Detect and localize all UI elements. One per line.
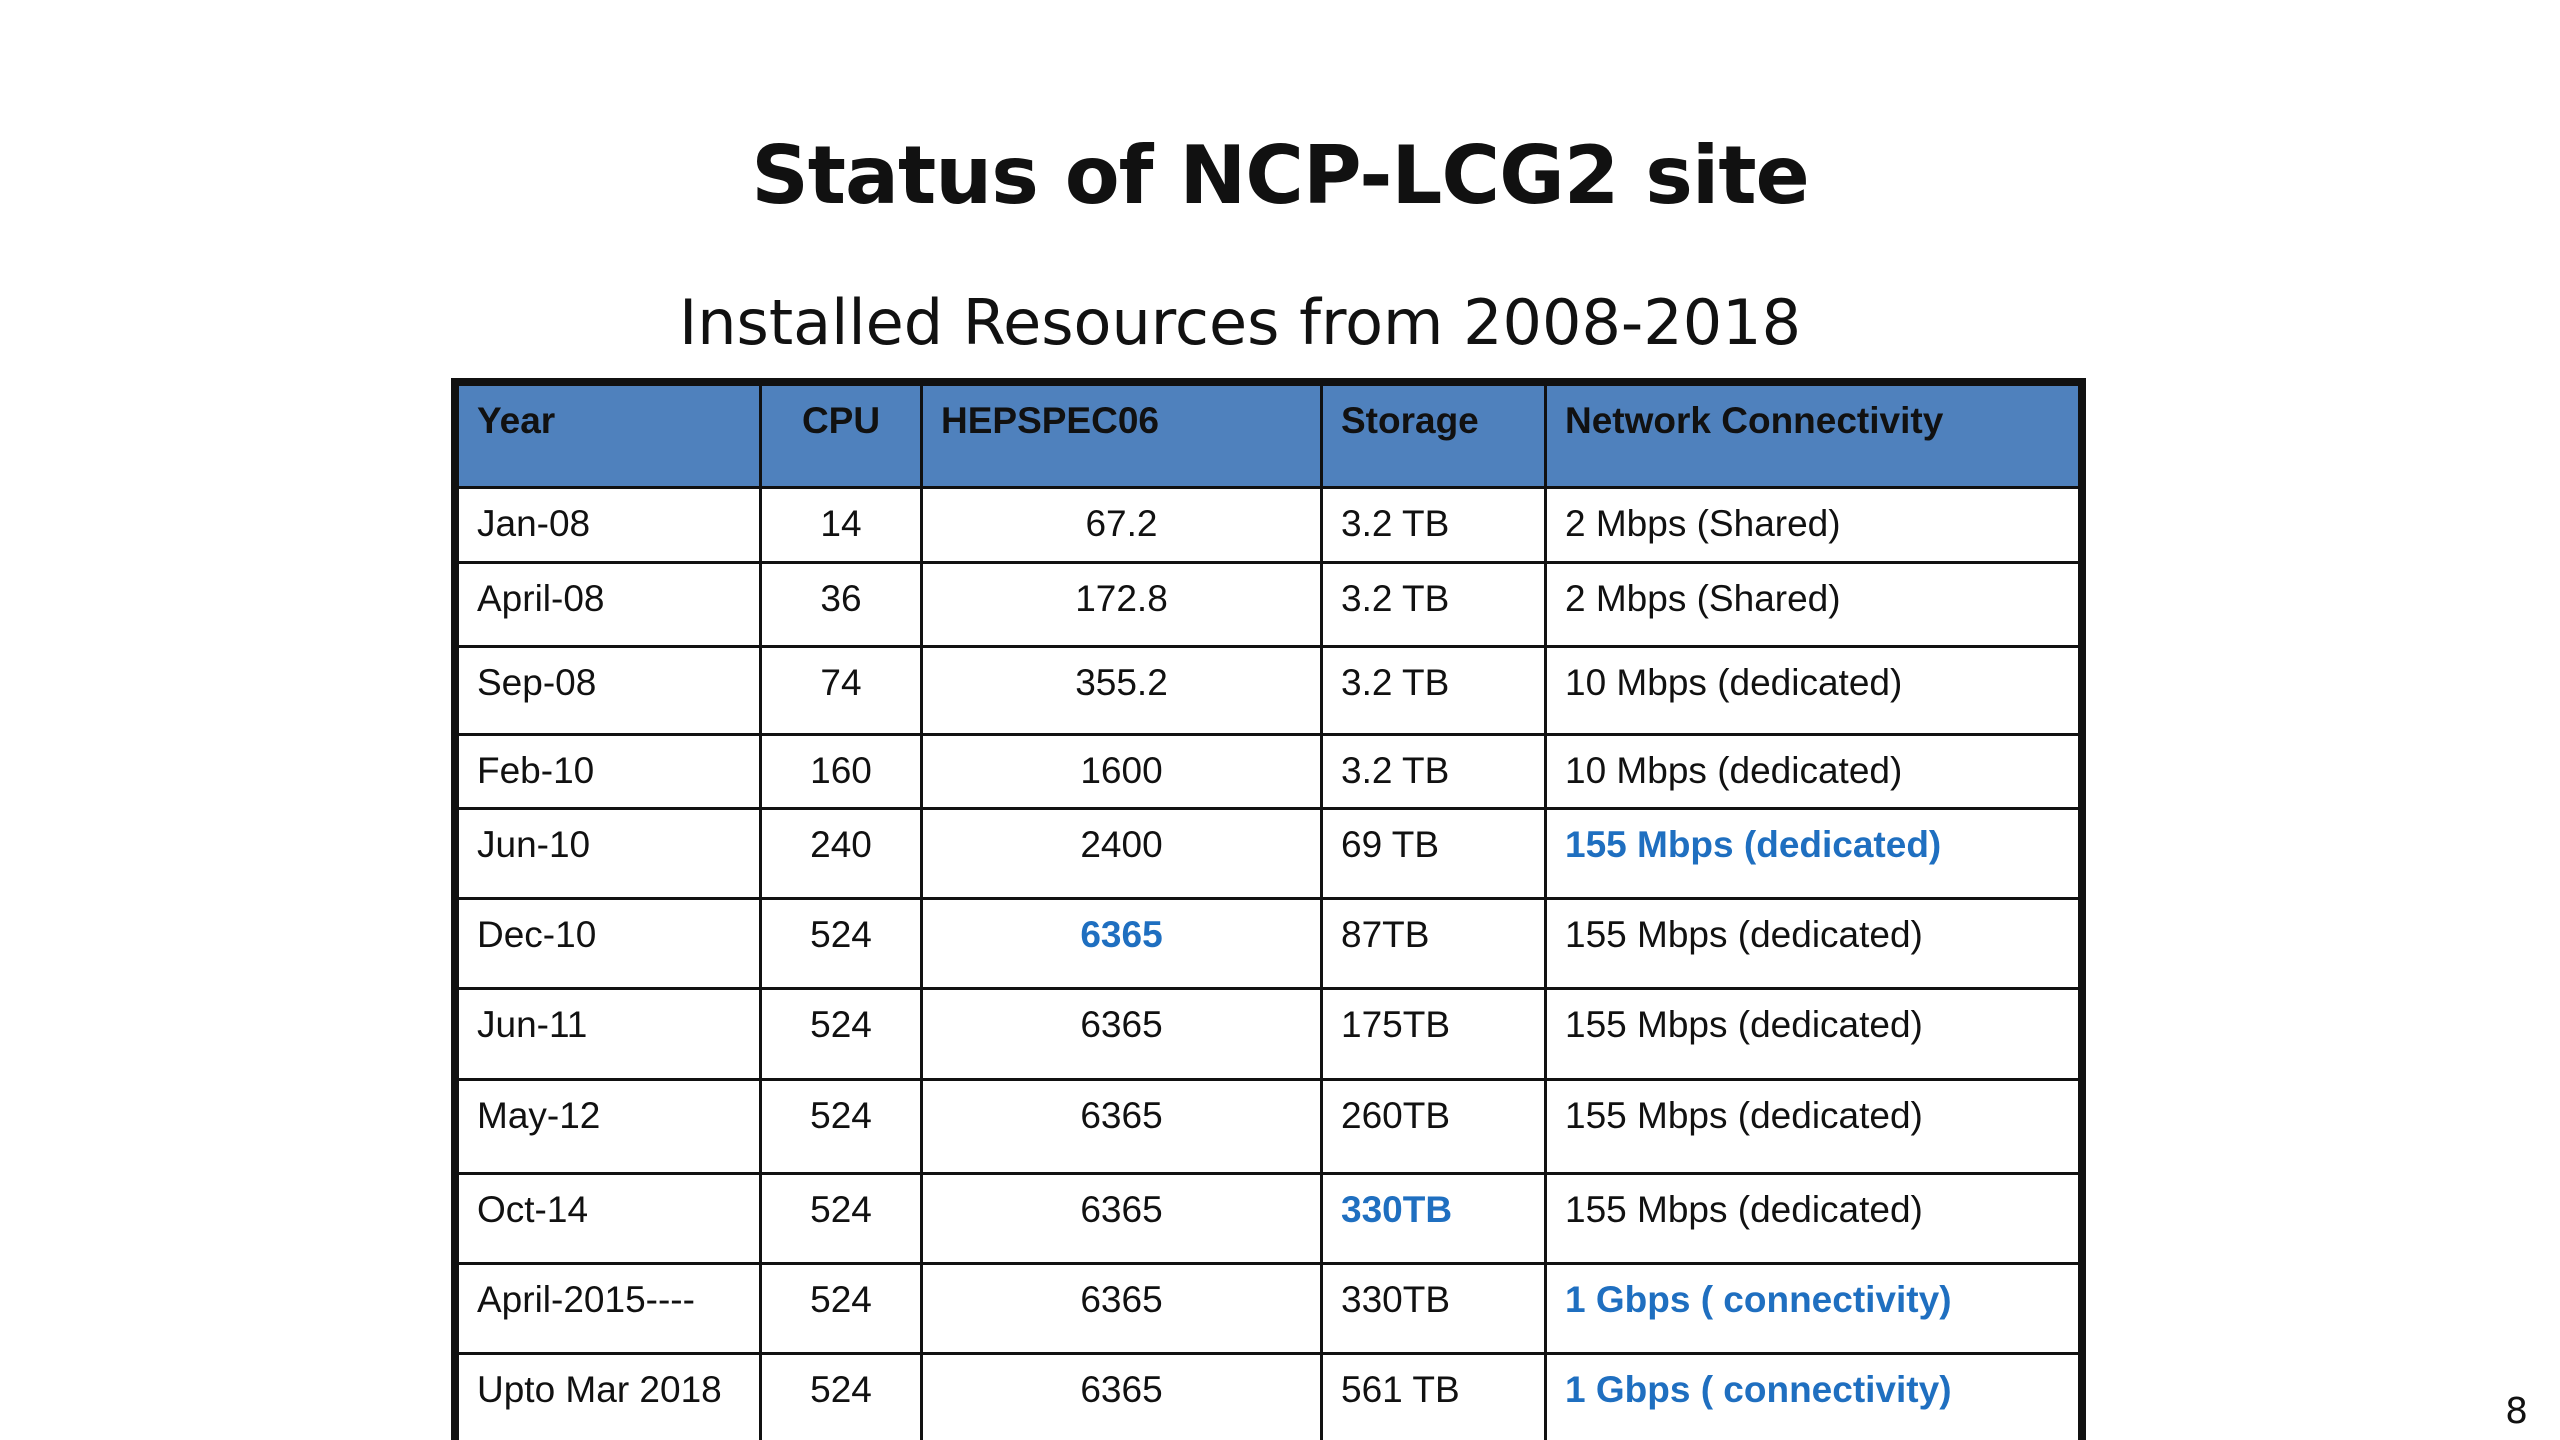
cell-network: 10 Mbps (dedicated): [1544, 733, 2081, 811]
cell-network: 155 Mbps (dedicated): [1544, 987, 2081, 1081]
page-number: 8: [2505, 1391, 2528, 1432]
cell-storage: 330TB: [1320, 1261, 1547, 1355]
table-row: April-2015---- 524 6365 330TB 1 Gbps ( conne…: [456, 1261, 2081, 1355]
cell-cpu: 240: [759, 807, 923, 901]
cell-year: Sep-08: [456, 645, 762, 737]
table-header-row: Year CPU HEPSPEC06 Storage Network Conne…: [456, 383, 2081, 489]
header-storage: Storage: [1320, 383, 1547, 489]
table-row: Upto Mar 2018 524 6365 561 TB 1 Gbps ( conne…: [456, 1351, 2081, 1440]
cell-hepspec06: 6365: [920, 1261, 1323, 1355]
cell-hepspec06: 67.2: [920, 485, 1323, 565]
cell-network: 155 Mbps (dedicated): [1544, 807, 2081, 901]
cell-network: 155 Mbps (dedicated): [1544, 1077, 2081, 1175]
cell-hepspec06: 172.8: [920, 561, 1323, 649]
table-body: Jan-08 14 67.2 3.2 TB 2 Mbps (Shared) April-0…: [456, 485, 2081, 1440]
table-row: Jun-10 240 2400 69 TB 155 Mbps (dedicated): [456, 807, 2081, 901]
cell-cpu: 524: [759, 897, 923, 991]
cell-storage: 3.2 TB: [1320, 645, 1547, 737]
resources-table: Year CPU HEPSPEC06 Storage Network Conne…: [456, 383, 2081, 1440]
table-row: Jun-11 524 6365 175TB 155 Mbps (dedicated): [456, 987, 2081, 1081]
cell-network: 1 Gbps ( connectivity): [1544, 1261, 2081, 1355]
slide-title: Status of NCP-LCG2 site: [751, 129, 1810, 222]
cell-network: 1 Gbps ( connectivity): [1544, 1351, 2081, 1440]
header-year: Year: [456, 383, 762, 489]
table-row: Sep-08 74 355.2 3.2 TB 10 Mbps (dedicated): [456, 645, 2081, 737]
cell-cpu: 524: [759, 987, 923, 1081]
cell-cpu: 74: [759, 645, 923, 737]
cell-year: Feb-10: [456, 733, 762, 811]
table-row: Feb-10 160 1600 3.2 TB 10 Mbps (dedicated): [456, 733, 2081, 811]
table-row: Jan-08 14 67.2 3.2 TB 2 Mbps (Shared): [456, 485, 2081, 565]
table-row: Oct-14 524 6365 330TB 155 Mbps (dedicated): [456, 1171, 2081, 1265]
header-hepspec06: HEPSPEC06: [920, 383, 1323, 489]
cell-network: 10 Mbps (dedicated): [1544, 645, 2081, 737]
table-row: Dec-10 524 6365 87TB 155 Mbps (dedicated): [456, 897, 2081, 991]
cell-storage: 69 TB: [1320, 807, 1547, 901]
cell-hepspec06: 6365: [920, 897, 1323, 991]
cell-hepspec06: 6365: [920, 1077, 1323, 1175]
cell-network: 155 Mbps (dedicated): [1544, 1171, 2081, 1265]
cell-hepspec06: 6365: [920, 987, 1323, 1081]
table-row: April-08 36 172.8 3.2 TB 2 Mbps (Shared): [456, 561, 2081, 649]
header-network-connectivity: Network Connectivity: [1544, 383, 2081, 489]
cell-year: Jun-11: [456, 987, 762, 1081]
cell-cpu: 36: [759, 561, 923, 649]
cell-hepspec06: 6365: [920, 1351, 1323, 1440]
cell-year: April-08: [456, 561, 762, 649]
cell-cpu: 160: [759, 733, 923, 811]
cell-year: Dec-10: [456, 897, 762, 991]
header-cpu: CPU: [759, 383, 923, 489]
cell-year: May-12: [456, 1077, 762, 1175]
cell-storage: 3.2 TB: [1320, 561, 1547, 649]
cell-year: Oct-14: [456, 1171, 762, 1265]
cell-hepspec06: 2400: [920, 807, 1323, 901]
slide-subtitle: Installed Resources from 2008-2018: [678, 286, 1802, 359]
cell-hepspec06: 1600: [920, 733, 1323, 811]
cell-storage: 260TB: [1320, 1077, 1547, 1175]
cell-year: Upto Mar 2018: [456, 1351, 762, 1440]
cell-network: 2 Mbps (Shared): [1544, 485, 2081, 565]
cell-hepspec06: 355.2: [920, 645, 1323, 737]
cell-year: April-2015----: [456, 1261, 762, 1355]
cell-storage: 330TB: [1320, 1171, 1547, 1265]
cell-cpu: 524: [759, 1077, 923, 1175]
cell-storage: 3.2 TB: [1320, 485, 1547, 565]
cell-network: 155 Mbps (dedicated): [1544, 897, 2081, 991]
cell-storage: 175TB: [1320, 987, 1547, 1081]
cell-cpu: 14: [759, 485, 923, 565]
cell-hepspec06: 6365: [920, 1171, 1323, 1265]
cell-year: Jan-08: [456, 485, 762, 565]
cell-cpu: 524: [759, 1261, 923, 1355]
cell-storage: 87TB: [1320, 897, 1547, 991]
cell-network: 2 Mbps (Shared): [1544, 561, 2081, 649]
cell-cpu: 524: [759, 1171, 923, 1265]
cell-year: Jun-10: [456, 807, 762, 901]
cell-storage: 561 TB: [1320, 1351, 1547, 1440]
cell-cpu: 524: [759, 1351, 923, 1440]
table-row: May-12 524 6365 260TB 155 Mbps (dedicated): [456, 1077, 2081, 1175]
resources-table-container: Year CPU HEPSPEC06 Storage Network Conne…: [451, 378, 2086, 1440]
cell-storage: 3.2 TB: [1320, 733, 1547, 811]
